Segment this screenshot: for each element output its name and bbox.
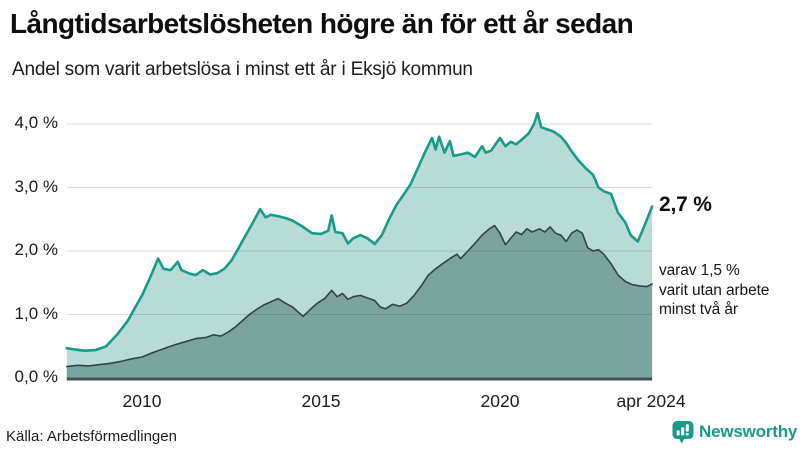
newsworthy-logo: Newsworthy	[672, 420, 797, 444]
brand-name: Newsworthy	[699, 422, 798, 441]
y-tick-label: 4,0 %	[14, 113, 58, 132]
y-tick-label: 0,0 %	[14, 367, 58, 386]
secondary-annotation-line: minst två år	[659, 301, 738, 318]
x-tick-label: apr 2024	[616, 391, 686, 411]
page-title: Långtidsarbetslösheten högre än för ett …	[10, 8, 634, 39]
secondary-annotation-line: varav 1,5 %	[659, 262, 740, 279]
minst-tva-ar-area	[66, 225, 653, 378]
y-tick-label: 3,0 %	[14, 176, 58, 196]
x-tick-label: 2010	[122, 391, 162, 411]
latest-value-annotation: 2,7 %	[659, 193, 712, 216]
y-tick-label: 1,0 %	[14, 303, 58, 323]
source-credit: Källa: Arbetsförmedlingen	[6, 428, 177, 445]
minst-tva-ar-line	[66, 224, 653, 368]
x-tick-label: 2020	[480, 391, 520, 411]
minst-ett-ar-line	[65, 111, 654, 352]
newsworthy-bubble-icon	[672, 421, 694, 444]
x-tick-label: 2015	[301, 391, 341, 411]
page-subtitle: Andel som varit arbetslösa i minst ett å…	[12, 59, 473, 80]
secondary-annotation-line: varit utan arbete	[659, 281, 770, 299]
y-axis-labels: 0,0 % 1,0 % 2,0 % 3,0 % 4,0 %	[0, 0, 58, 450]
y-tick-label: 2,0 %	[14, 240, 58, 259]
secondary-annotation: varav 1,5 % varit utan arbete minst två …	[659, 261, 799, 320]
